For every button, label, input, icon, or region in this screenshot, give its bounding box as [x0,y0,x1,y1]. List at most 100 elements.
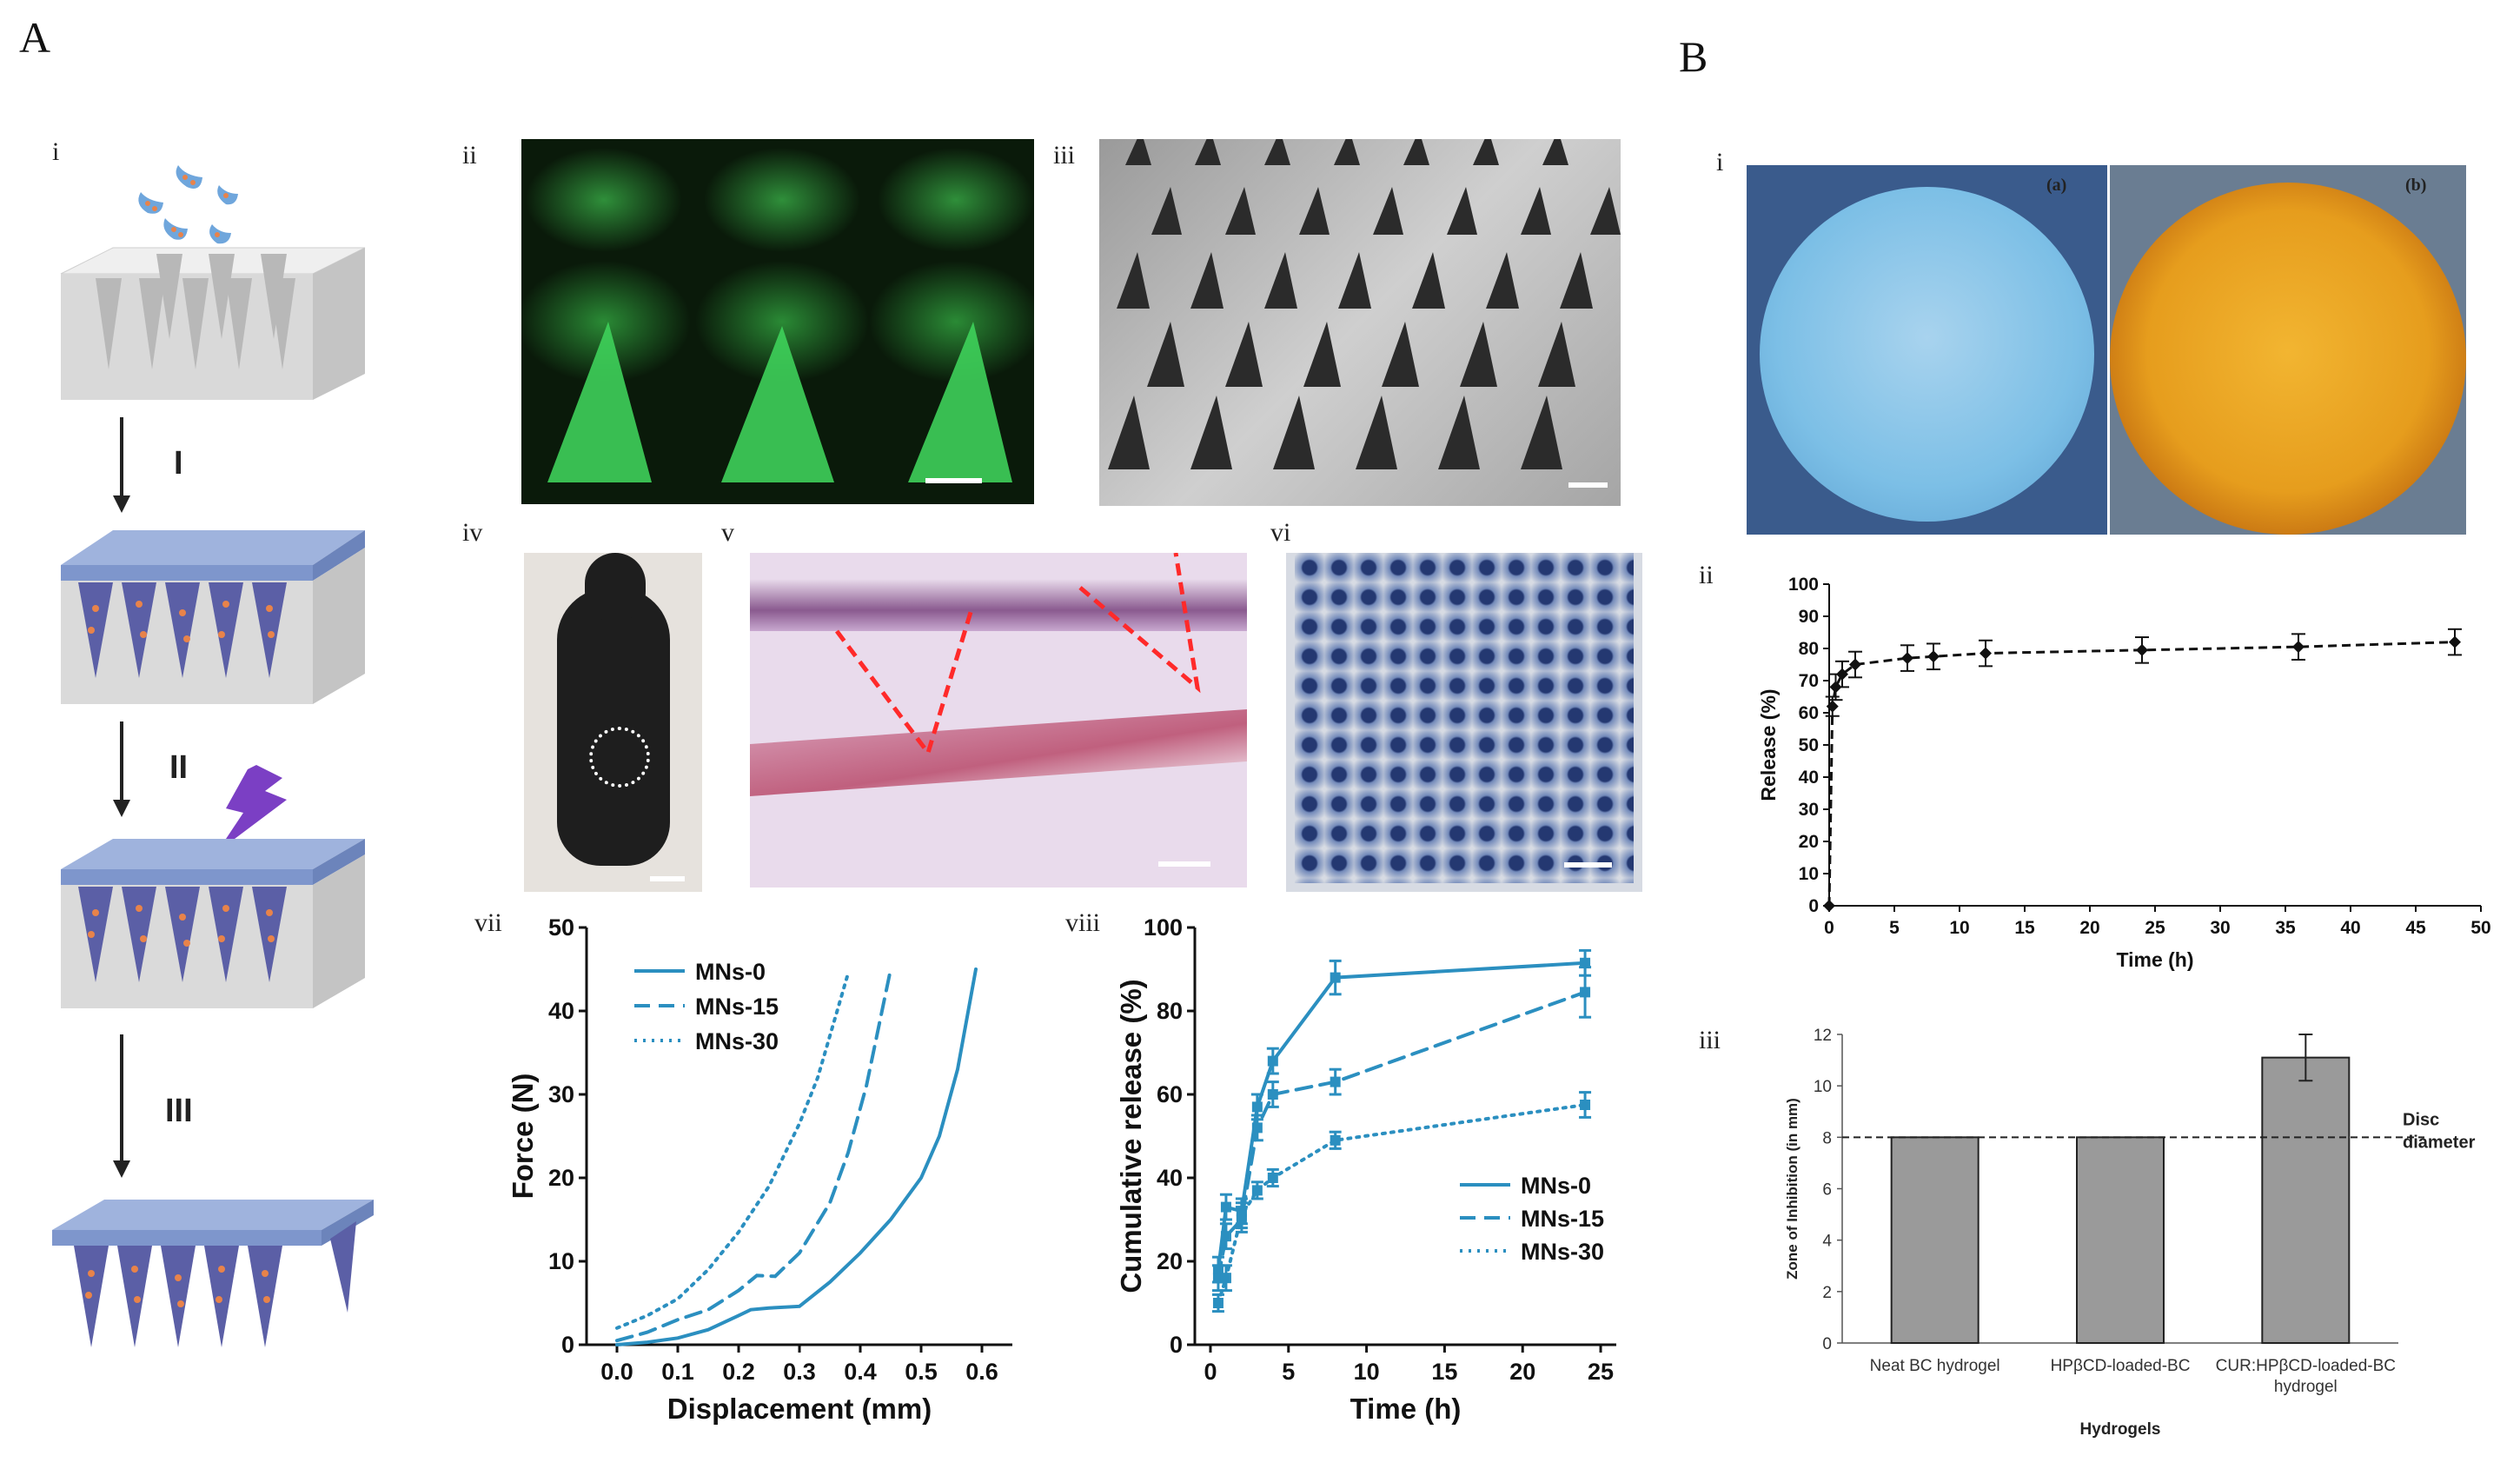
x-tick-label: 0.6 [965,1359,998,1385]
data-point [1901,652,1913,665]
photo-label-a: (a) [2046,176,2067,195]
data-point [1330,972,1341,983]
y-tick-label: 10 [548,1248,574,1274]
x-tick-label: 0.1 [661,1359,694,1385]
y-axis-title: Cumulative release (%) [1115,979,1147,1293]
release-percent-chart: 0 10 20 30 40 50 60 70 80 90 100 0 5 10 15 20 25 30 35 40 45… [1757,575,2491,971]
uv-light-bolt-icon [217,765,287,852]
series-line-MNs-15 [615,967,892,1343]
x-tick-label: 0.2 [722,1359,755,1385]
legend-label: MNs-15 [1521,1206,1604,1232]
x-tick-label: 0 [1824,918,1834,938]
data-point [1267,1173,1278,1183]
step-label-i: I [174,445,183,482]
bar [1890,1136,1980,1344]
x-tick-label: 20 [2079,918,2099,938]
sublabel-b-ii: ii [1699,561,1714,589]
data-point [1251,1122,1263,1134]
x-tick-label: 10 [1949,918,1969,938]
step-label-iii: III [165,1093,193,1129]
x-tick-label: 15 [1431,1359,1457,1385]
x-tick-label: 5 [1889,918,1900,938]
sublabel-a-iii: iii [1053,141,1076,170]
neat-bc-hydrogel-photo: (a) [1747,165,2107,535]
y-tick-label: 30 [1799,800,1819,820]
data-point [2292,641,2304,654]
bar [2076,1136,2165,1344]
category-label: HPβCD-loaded-BC [2051,1357,2191,1375]
y-axis-title: Release (%) [1757,688,1780,801]
data-point [1251,1185,1263,1196]
bar [2261,1056,2351,1344]
x-tick-label: 20 [1509,1359,1535,1385]
x-tick-label: 15 [2014,918,2035,938]
y-tick-label: 100 [1144,914,1183,941]
y-axis-title: Force (N) [507,1074,539,1200]
data-point [2136,643,2148,656]
legend-label: MNs-0 [1521,1173,1591,1199]
fabrication-schematic: I II III [52,165,374,1347]
y-tick-label: 0 [1170,1332,1183,1358]
x-tick-label: 0 [1204,1359,1217,1385]
data-point [1212,1298,1224,1308]
x-tick-label: 5 [1282,1359,1295,1385]
x-axis-title: Displacement (mm) [667,1393,932,1425]
data-point [1980,647,1992,660]
reference-line-label: Disc [2403,1110,2439,1129]
data-point [1580,987,1591,998]
data-point [1220,1273,1231,1284]
x-tick-label: 10 [1354,1359,1380,1385]
y-tick-label: 40 [1799,768,1819,788]
y-axis-title: Zone of Inhibition (in mm) [1784,1098,1800,1280]
data-point [1220,1201,1231,1213]
category-label: Neat BC hydrogel [1870,1357,2000,1375]
y-tick-label: 4 [1822,1233,1832,1251]
y-tick-label: 10 [1814,1078,1832,1096]
needle-track-outline [835,553,1201,758]
data-point [1267,1089,1278,1100]
x-tick-label: 25 [2145,918,2165,938]
y-tick-label: 10 [1799,864,1819,884]
scale-bar [1158,861,1210,867]
y-tick-label: 40 [548,998,574,1024]
data-point [1580,957,1591,968]
mouse-photo [524,553,702,892]
y-tick-label: 6 [1822,1181,1832,1200]
y-tick-label: 0 [561,1332,574,1358]
y-tick-label: 50 [548,914,574,941]
y-tick-label: 80 [1799,639,1819,659]
sublabel-a-i: i [52,137,60,166]
x-axis-title: Time (h) [1350,1393,1462,1425]
y-tick-label: 60 [1799,703,1819,723]
sublabel-a-v: v [721,518,734,547]
x-axis-title: Hydrogels [2080,1420,2161,1439]
stage-microneedle-patch [52,1200,374,1347]
y-tick-label: 40 [1157,1165,1183,1191]
stage-filled-mold [61,530,365,704]
treatment-site-circle [589,727,650,788]
legend-label: MNs-15 [695,994,779,1020]
x-tick-label: 45 [2405,918,2426,938]
panel-label-b: B [1679,32,1708,81]
data-point [1836,668,1848,681]
legend-label: MNs-30 [1521,1239,1604,1265]
y-tick-label: 70 [1799,671,1819,691]
microneedle-tips [547,322,1012,482]
histology-section [750,553,1247,888]
data-point [2449,635,2461,648]
x-tick-label: 35 [2275,918,2296,938]
category-label: hydrogel [2274,1378,2338,1396]
series-line-MNs-15 [1216,990,1588,1280]
x-axis-title: Time (h) [2116,948,2193,971]
x-tick-label: 0.4 [844,1359,877,1385]
x-tick-label: 0.5 [905,1359,938,1385]
sublabel-a-iv: iv [462,518,483,547]
data-point [1330,1134,1341,1146]
cur-loaded-hydrogel-photo: (b) [2110,165,2466,535]
fluorescence-micrograph [521,139,1034,504]
data-point [1220,1231,1231,1242]
data-point [1330,1076,1341,1087]
y-tick-label: 20 [548,1165,574,1191]
cumulative-release-chart: 0 20 40 60 80 100 0 5 10 15 20 25 Time (h) Cumulative… [1115,914,1616,1425]
